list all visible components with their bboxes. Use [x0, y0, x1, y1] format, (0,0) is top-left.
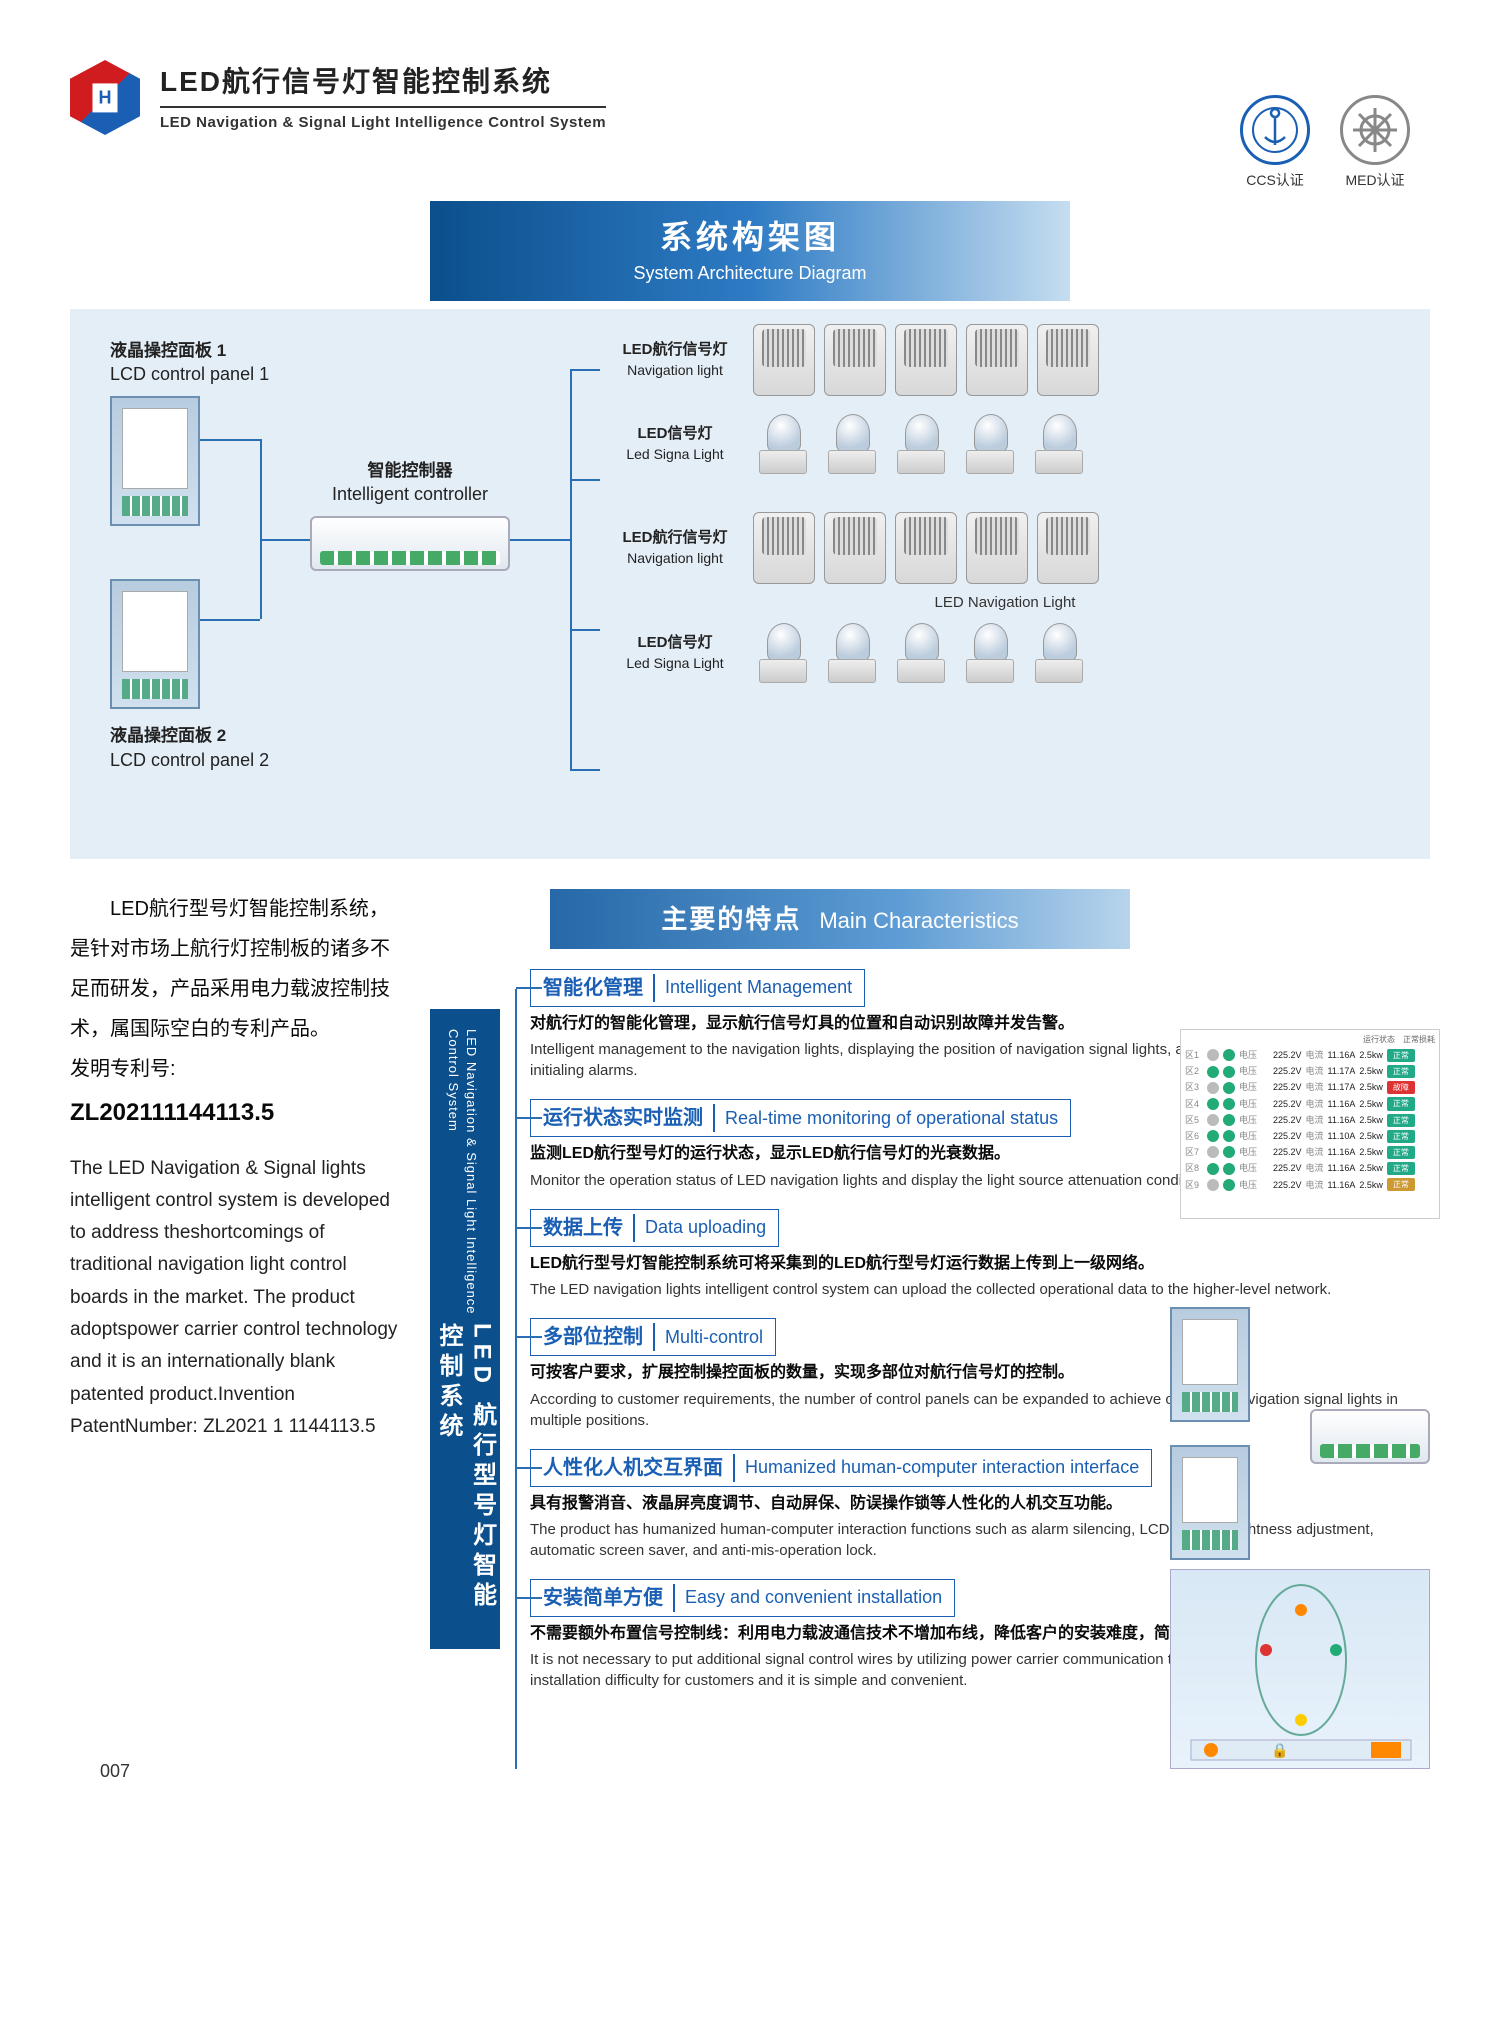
feature-title: 人性化人机交互界面Humanized human-computer intera… — [530, 1449, 1152, 1487]
signal-light-icon — [755, 414, 811, 474]
signal-light-label: LED信号灯Led Signa Light — [600, 423, 750, 465]
feature-title: 智能化管理Intelligent Management — [530, 969, 865, 1007]
feature-title: 数据上传Data uploading — [530, 1209, 779, 1247]
nav-caption: LED Navigation Light — [600, 592, 1410, 613]
header-title-en: LED Navigation & Signal Light Intelligen… — [160, 112, 606, 133]
intro-text: LED航行型号灯智能控制系统，是针对市场上航行灯控制板的诸多不足而研发，产品采用… — [70, 889, 400, 1710]
section-banner-features: 主要的特点 Main Characteristics — [550, 889, 1130, 949]
nav-light-icon — [966, 324, 1028, 396]
feature-title: 安装简单方便Easy and convenient installation — [530, 1579, 955, 1617]
nav-light-icon — [1037, 324, 1099, 396]
controller-label: 智能控制器 Intelligent controller — [310, 459, 510, 508]
signal-light-icon — [824, 623, 880, 683]
svg-text:🔒: 🔒 — [1271, 1742, 1288, 1759]
controller-thumbnail — [1170, 1299, 1430, 1576]
interface-thumbnail: 🔒 — [1170, 1569, 1430, 1769]
nav-light-icon — [824, 324, 886, 396]
signal-light-icon — [755, 623, 811, 683]
lcd-panel-icon — [110, 579, 200, 709]
vertical-title-bar: LED Navigation & Signal Light Intelligen… — [430, 1009, 500, 1649]
signal-light-label: LED信号灯Led Signa Light — [600, 632, 750, 674]
nav-light-icon — [966, 512, 1028, 584]
cert-med: MED认证 — [1340, 95, 1410, 191]
nav-light-icon — [753, 324, 815, 396]
feature-item: 数据上传Data uploading LED航行型号灯智能控制系统可将采集到的L… — [530, 1209, 1430, 1300]
signal-light-icon — [893, 623, 949, 683]
signal-light-icon — [1031, 623, 1087, 683]
feature-desc-cn: LED航行型号灯智能控制系统可将采集到的LED航行型号灯运行数据上传到上一级网络… — [530, 1253, 1430, 1275]
cert-ccs: CCS认证 — [1240, 95, 1310, 191]
nav-light-icon — [753, 512, 815, 584]
signal-light-icon — [962, 414, 1018, 474]
architecture-diagram: 液晶操控面板 1 LCD control panel 1 液晶操控面板 2 LC… — [70, 309, 1430, 859]
signal-light-icon — [962, 623, 1018, 683]
signal-light-icon — [893, 414, 949, 474]
nav-light-icon — [824, 512, 886, 584]
logo: H — [70, 60, 140, 135]
anchor-badge-icon — [1240, 95, 1310, 165]
controller-icon — [310, 516, 510, 571]
nav-light-label: LED航行信号灯Navigation light — [600, 339, 750, 381]
section-banner-architecture: 系统构架图 System Architecture Diagram — [430, 201, 1070, 301]
header-title-cn: LED航行信号灯智能控制系统 — [160, 62, 606, 107]
nav-light-label: LED航行信号灯Navigation light — [600, 527, 750, 569]
panel1-label: 液晶操控面板 1 LCD control panel 1 — [110, 339, 269, 388]
panel2-label: 液晶操控面板 2 LCD control panel 2 — [110, 724, 269, 773]
nav-light-icon — [895, 512, 957, 584]
lcd-panel-icon — [110, 396, 200, 526]
signal-light-icon — [1031, 414, 1087, 474]
header-title: LED航行信号灯智能控制系统 LED Navigation & Signal L… — [160, 62, 606, 132]
nav-light-icon — [1037, 512, 1099, 584]
feature-desc-en: The LED navigation lights intelligent co… — [530, 1279, 1430, 1300]
signal-light-icon — [824, 414, 880, 474]
status-table-thumbnail: 运行状态正常损耗区1电压225.2V电流11.16A2.5kw正常区2电压225… — [1180, 1029, 1440, 1219]
feature-title: 运行状态实时监测Real-time monitoring of operatio… — [530, 1099, 1071, 1137]
ship-wheel-icon — [1340, 95, 1410, 165]
feature-title: 多部位控制Multi-control — [530, 1318, 776, 1356]
nav-light-icon — [895, 324, 957, 396]
